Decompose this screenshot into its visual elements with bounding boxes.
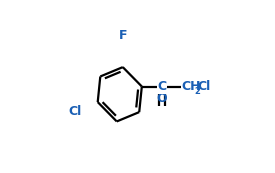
Text: Cl: Cl xyxy=(68,105,82,118)
Text: 2: 2 xyxy=(194,87,200,96)
Text: C: C xyxy=(157,80,166,93)
Text: Cl: Cl xyxy=(197,80,210,93)
Text: O: O xyxy=(156,92,167,105)
Text: CH: CH xyxy=(182,80,201,93)
Text: F: F xyxy=(119,29,127,42)
